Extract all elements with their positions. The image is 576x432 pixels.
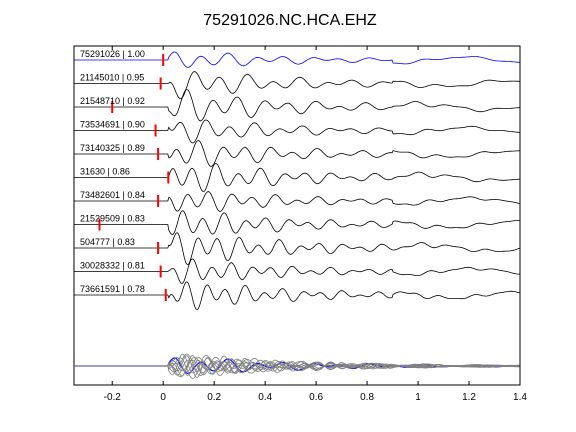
trace-line: [74, 51, 520, 68]
x-tick-label: 1: [415, 392, 421, 403]
chart-title: 75291026.NC.HCA.EHZ: [203, 12, 377, 29]
x-tick-label: 0.2: [207, 392, 221, 403]
trace-line: [74, 281, 520, 310]
trace-label: 21548710 | 0.92: [80, 96, 145, 106]
x-tick-label: -0.2: [104, 392, 122, 403]
x-tick-label: 0.4: [258, 392, 272, 403]
trace-line: [74, 232, 520, 265]
x-tick-label: 0.8: [360, 392, 374, 403]
x-tick-label: 0: [160, 392, 166, 403]
x-tick-label: 1.4: [513, 392, 527, 403]
overlay-trace: [74, 355, 520, 379]
x-tick-label: 0.6: [309, 392, 323, 403]
overlay-trace: [74, 355, 520, 378]
trace-label: 30028332 | 0.81: [80, 261, 145, 271]
trace-label: 75291026 | 1.00: [80, 49, 145, 59]
trace-label: 504777 | 0.83: [80, 237, 135, 247]
trace-line: [74, 258, 520, 284]
trace-line: [74, 140, 520, 167]
trace-line: [74, 191, 520, 212]
trace-group: 75291026 | 1.00 21145010 | 0.95 21548710 |…: [74, 49, 520, 379]
trace-label: 21145010 | 0.95: [80, 73, 144, 83]
x-axis: -0.2 0 0.2 0.4 0.6 0.8 1 1.2 1.4: [104, 46, 527, 403]
overlay-trace: [74, 357, 520, 378]
trace-line: [74, 71, 520, 99]
plot-frame: [73, 45, 521, 386]
x-tick-label: 1.2: [462, 392, 476, 403]
trace-label: 31630 | 0.86: [80, 167, 130, 177]
trace-line: [74, 162, 520, 193]
trace-line: [74, 210, 520, 235]
trace-line: [74, 119, 520, 144]
trace-label: 73482601 | 0.84: [80, 190, 145, 200]
trace-label: 73661591 | 0.78: [80, 284, 145, 294]
trace-label: 73140325 | 0.89: [80, 143, 145, 153]
trace-line: [74, 89, 520, 122]
trace-label: 73534691 | 0.90: [80, 120, 145, 130]
trace-label: 21529509 | 0.83: [80, 214, 145, 224]
